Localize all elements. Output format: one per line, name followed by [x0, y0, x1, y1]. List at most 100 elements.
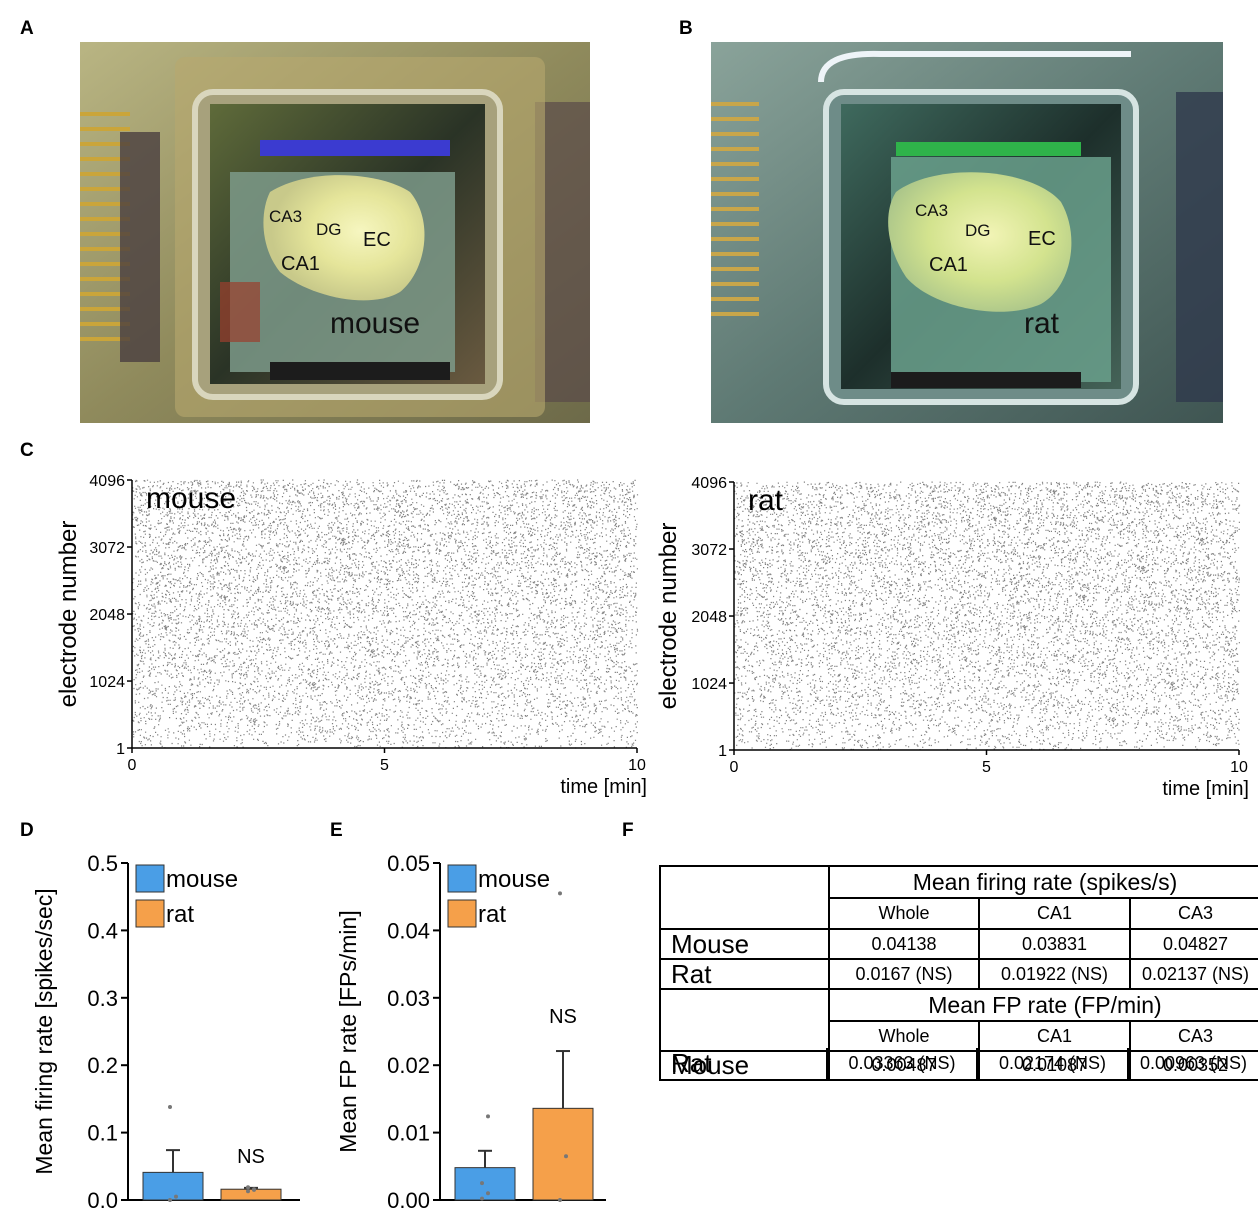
table-cell: 0.03363 (NS): [826, 1048, 976, 1079]
spike-raster: [734, 481, 1241, 751]
region-label-ca1: CA1: [281, 253, 320, 275]
raster-plot-rat: 1 1024 2048 3072 4096 0 5 10 time [min] electrode…: [650, 470, 1258, 810]
legend-swatch-mouse: [135, 864, 165, 893]
x-axis-label: time [min]: [1162, 778, 1249, 800]
table-column-header: CA1: [978, 899, 1129, 930]
region-label-ca1: CA1: [929, 254, 968, 276]
y-tick-label: 0.3: [87, 986, 118, 1011]
y-tick-label: 1: [116, 741, 125, 758]
rat-slice-photo: CA3 DG EC CA1 rat: [711, 42, 1223, 423]
data-point: [168, 1198, 172, 1202]
spike-raster: [132, 479, 639, 749]
data-point: [246, 1185, 250, 1190]
y-tick-label: 0.00: [387, 1188, 430, 1213]
ns-annotation: NS: [237, 1146, 265, 1168]
panel-letter-a: A: [20, 18, 34, 39]
y-tick-label: 0.04: [387, 918, 430, 943]
x-tick-label: 5: [380, 757, 389, 774]
table-cell: 0.02137 (NS): [1129, 960, 1258, 990]
table-cell: 0.03831: [978, 930, 1129, 960]
x-tick-label: 10: [628, 757, 646, 774]
y-tick-label: 2048: [691, 609, 727, 626]
legend-label-rat: rat: [166, 901, 194, 928]
region-label-ca3: CA3: [915, 201, 948, 220]
bar-mouse: [142, 1171, 204, 1201]
table-cell: 0.01922 (NS): [978, 960, 1129, 990]
bar-chart-fp-rate: 0.00 0.01 0.02 0.03 0.04 0.05 Mean FP rate [FP…: [334, 845, 624, 1225]
legend-swatch-mouse: [447, 864, 477, 893]
y-axis-label: electrode number: [655, 523, 682, 710]
y-tick-label: 2048: [89, 607, 125, 624]
table-row: Rat 0.03363 (NS) 0.02174 (NS) 0.00963 (N…: [659, 1048, 1258, 1081]
y-tick-label: 0.05: [387, 851, 430, 876]
summary-table: Mean firing rate (spikes/s) Whole CA1 CA…: [659, 865, 1258, 1081]
table-column-header: CA3: [1129, 899, 1258, 930]
table-cell: 0.0167 (NS): [828, 960, 978, 990]
data-point: [558, 891, 562, 896]
table-column-header: Whole: [828, 1022, 978, 1052]
panel-letter-c: C: [20, 440, 34, 461]
bar-rat: [220, 1188, 282, 1201]
raster-plot-mouse: 1 1024 2048 3072 4096 0 5 10 time [min] electrode…: [50, 470, 660, 810]
y-tick-label: 1024: [691, 676, 727, 693]
spike-dots: [132, 479, 639, 749]
region-label-dg: DG: [316, 220, 342, 239]
table-column-header: CA3: [1129, 1022, 1258, 1052]
panel-letter-d: D: [20, 820, 34, 841]
y-tick-label: 0.01: [387, 1121, 430, 1146]
y-axis-label: electrode number: [55, 521, 82, 708]
x-axis-label: time [min]: [560, 776, 647, 798]
x-tick-label: 10: [1230, 759, 1248, 776]
y-tick-label: 0.2: [87, 1053, 118, 1078]
y-tick-label: 3072: [691, 542, 727, 559]
data-point: [246, 1189, 250, 1194]
y-axis-label: Mean firing rate [spikes/sec]: [31, 888, 57, 1174]
x-tick-label: 0: [128, 757, 137, 774]
y-tick-label: 1024: [89, 674, 125, 691]
table-row-label: Rat: [661, 959, 828, 990]
spike-dots: [734, 481, 1241, 751]
table-section-title: Mean firing rate (spikes/s): [828, 867, 1258, 899]
data-point: [168, 1104, 172, 1109]
legend-label-mouse: mouse: [166, 866, 238, 893]
table-empty-corner: [661, 990, 828, 1052]
data-point: [558, 1198, 562, 1202]
table-cell: 0.04827: [1129, 930, 1258, 960]
region-label-ca3: CA3: [269, 207, 302, 226]
region-label-dg: DG: [965, 221, 991, 240]
x-tick-label: 0: [730, 759, 739, 776]
species-label: mouse: [330, 307, 420, 340]
ns-annotation: NS: [549, 1006, 577, 1028]
y-tick-label: 1: [718, 743, 727, 760]
table-column-header: Whole: [828, 899, 978, 930]
table-row-label: Mouse: [661, 929, 828, 960]
y-tick-label: 0.4: [87, 918, 118, 943]
table-cell: 0.02174 (NS): [976, 1048, 1127, 1079]
legend-swatch-rat: [447, 899, 477, 928]
bar-mouse: [454, 1167, 516, 1201]
species-label: rat: [748, 484, 784, 517]
species-label: rat: [1024, 307, 1060, 340]
y-axis-label: Mean FP rate [FPs/min]: [335, 910, 361, 1152]
y-tick-label: 0.0: [87, 1188, 118, 1213]
x-tick-label: 5: [982, 759, 991, 776]
y-tick-label: 3072: [89, 540, 125, 557]
y-tick-label: 0.03: [387, 986, 430, 1011]
table-empty-corner: [661, 867, 828, 930]
y-tick-label: 0.1: [87, 1121, 118, 1146]
region-label-ec: EC: [1028, 228, 1056, 250]
data-point: [486, 1114, 490, 1119]
region-label-ec: EC: [363, 229, 391, 251]
legend-swatch-rat: [135, 899, 165, 928]
mouse-slice-photo: CA3 DG EC CA1 mouse: [80, 42, 590, 423]
table-section-title: Mean FP rate (FP/min): [828, 990, 1258, 1022]
table-column-header: CA1: [978, 1022, 1129, 1052]
y-tick-label: 4096: [691, 475, 727, 492]
y-tick-label: 4096: [89, 473, 125, 490]
y-tick-label: 0.02: [387, 1053, 430, 1078]
panel-letter-b: B: [679, 18, 693, 39]
y-tick-label: 0.5: [87, 851, 118, 876]
data-point: [480, 1181, 484, 1186]
data-point: [480, 1196, 484, 1201]
bar-rat: [532, 1107, 594, 1201]
